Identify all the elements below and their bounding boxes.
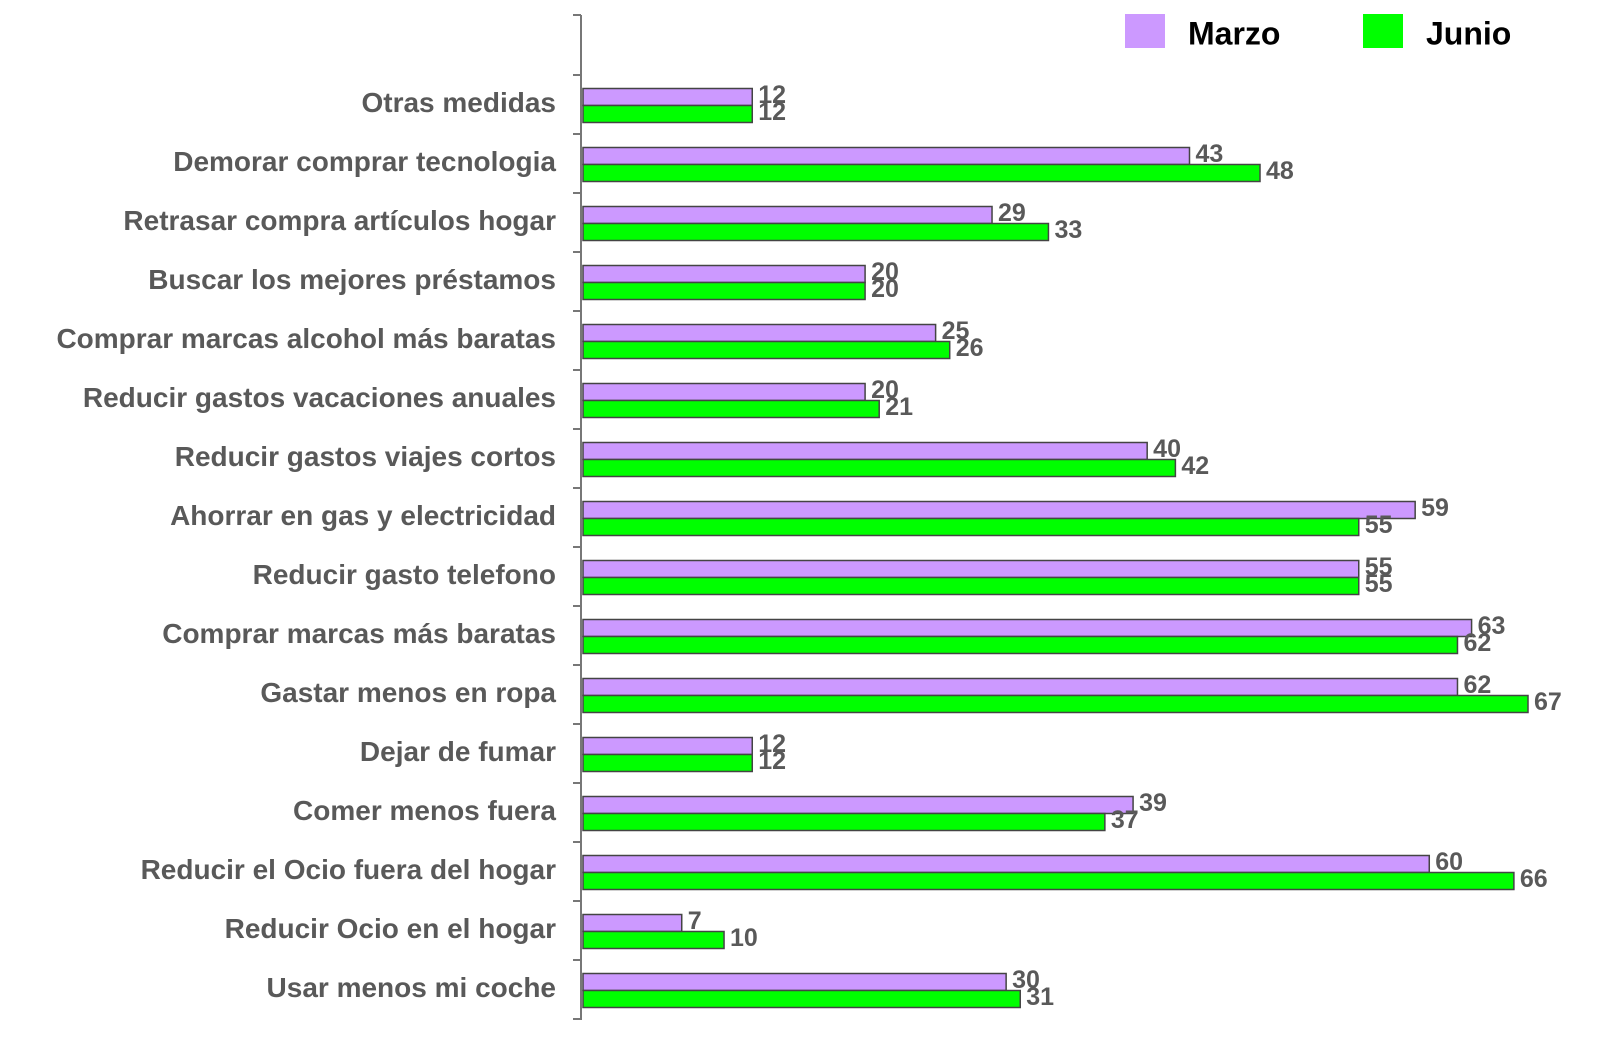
value-label: 21 (885, 393, 913, 421)
bar (582, 264, 866, 284)
bar (582, 753, 754, 773)
bar (582, 930, 725, 950)
bar (582, 795, 1134, 815)
bar (582, 972, 1007, 992)
bar (582, 618, 1473, 638)
legend-label: Junio (1426, 15, 1511, 51)
legend-swatch (1125, 14, 1165, 48)
bar (582, 812, 1106, 832)
bar (582, 281, 866, 301)
bar (582, 635, 1459, 655)
value-label: 55 (1365, 553, 1393, 581)
bar (582, 989, 1021, 1009)
category-label: Reducir Ocio en el hogar (225, 913, 557, 944)
value-label: 31 (1026, 983, 1054, 1011)
value-label: 37 (1111, 806, 1139, 834)
value-label: 29 (998, 199, 1026, 227)
category-label: Dejar de fumar (360, 736, 556, 767)
value-label: 62 (1463, 671, 1491, 699)
bar (582, 677, 1459, 697)
value-label: 12 (758, 81, 786, 109)
bar (582, 163, 1261, 183)
category-label: Comprar marcas más baratas (162, 618, 556, 649)
bar (582, 399, 880, 419)
value-label: 40 (1153, 435, 1181, 463)
category-label: Comer menos fuera (293, 795, 556, 826)
value-label: 43 (1195, 140, 1223, 168)
category-label: Reducir gasto telefono (253, 559, 556, 590)
category-label: Gastar menos en ropa (260, 677, 556, 708)
value-label: 39 (1139, 789, 1167, 817)
legend-swatch (1363, 14, 1403, 48)
value-label: 12 (758, 98, 786, 126)
bar (582, 854, 1431, 874)
category-label: Usar menos mi coche (267, 972, 556, 1003)
bar (582, 323, 937, 343)
bar (582, 382, 866, 402)
bar (582, 517, 1360, 537)
category-label: Otras medidas (361, 87, 556, 118)
category-label: Retrasar compra artículos hogar (123, 205, 556, 236)
category-label: Reducir gastos viajes cortos (175, 441, 556, 472)
value-label: 66 (1520, 865, 1548, 893)
bar (582, 500, 1416, 520)
bar (582, 694, 1529, 714)
value-label: 33 (1054, 216, 1082, 244)
bar (582, 913, 683, 933)
bar (582, 87, 754, 107)
bar (582, 441, 1148, 461)
legend-label: Marzo (1188, 15, 1280, 51)
value-label: 55 (1365, 511, 1393, 539)
bar (582, 559, 1360, 579)
value-label: 62 (1463, 629, 1491, 657)
value-label: 10 (730, 924, 758, 952)
value-label: 42 (1181, 452, 1209, 480)
bar (582, 871, 1515, 891)
value-label: 12 (758, 747, 786, 775)
bar (582, 222, 1050, 242)
category-label: Buscar los mejores préstamos (148, 264, 556, 295)
value-label: 48 (1266, 157, 1294, 185)
value-label: 7 (688, 907, 702, 935)
value-label: 30 (1012, 966, 1040, 994)
bar (582, 458, 1177, 478)
category-label: Reducir el Ocio fuera del hogar (141, 854, 557, 885)
value-label: 12 (758, 730, 786, 758)
value-label: 55 (1365, 570, 1393, 598)
value-label: 59 (1421, 494, 1449, 522)
value-label: 60 (1435, 848, 1463, 876)
bar (582, 104, 754, 124)
value-label: 20 (871, 376, 899, 404)
value-label: 67 (1534, 688, 1562, 716)
bar (582, 205, 993, 225)
value-label: 20 (871, 275, 899, 303)
bar (582, 576, 1360, 596)
bar (582, 340, 951, 360)
category-label: Ahorrar en gas y electricidad (170, 500, 556, 531)
category-label: Reducir gastos vacaciones anuales (83, 382, 556, 413)
value-label: 25 (942, 317, 970, 345)
bar (582, 146, 1191, 166)
value-label: 20 (871, 258, 899, 286)
value-label: 63 (1478, 612, 1506, 640)
category-label: Demorar comprar tecnologia (173, 146, 556, 177)
value-label: 26 (956, 334, 984, 362)
bar (582, 736, 754, 756)
category-label: Comprar marcas alcohol más baratas (56, 323, 556, 354)
